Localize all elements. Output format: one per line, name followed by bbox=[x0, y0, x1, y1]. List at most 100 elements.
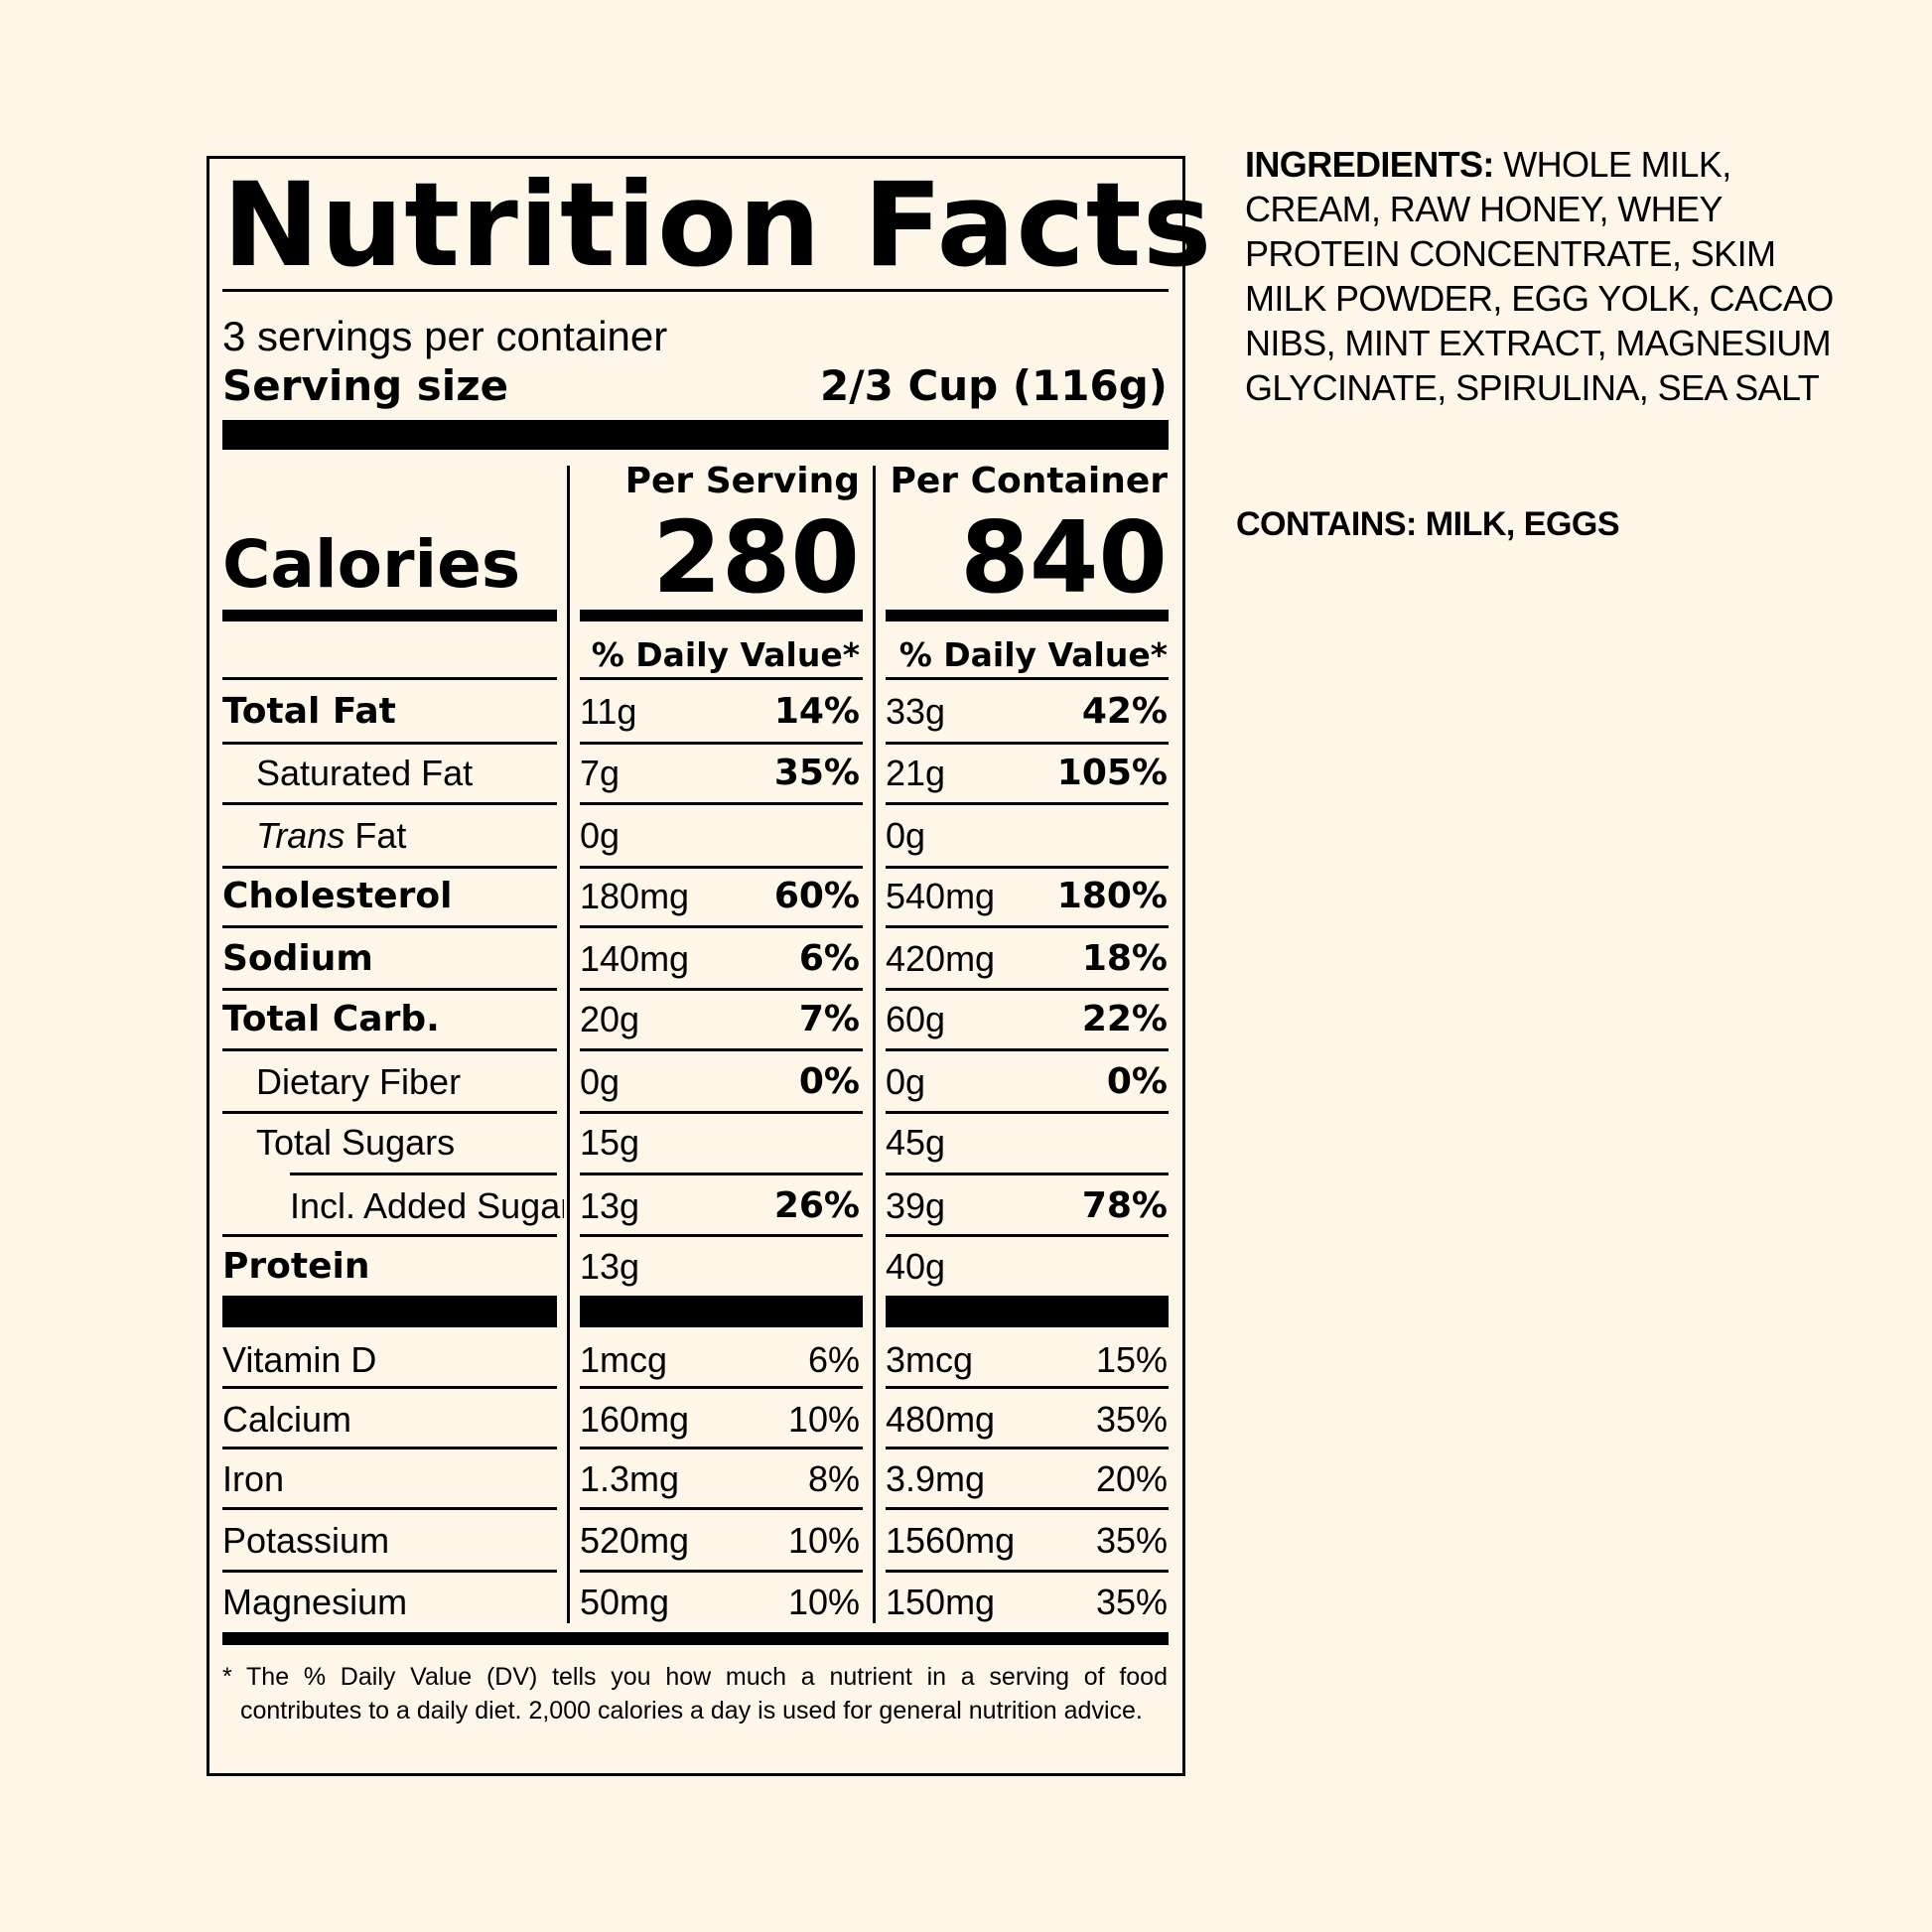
serving-dv: 26% bbox=[773, 1185, 860, 1226]
serving-amount: 140mg bbox=[580, 938, 690, 979]
allergen-contains: CONTAINS: MILK, EGGS bbox=[1236, 505, 1620, 543]
serving-amount: 520mg bbox=[580, 1520, 690, 1561]
vitamin-name: Magnesium bbox=[222, 1582, 408, 1622]
thick-divider-protein-2 bbox=[580, 1296, 863, 1327]
container-amount: 3mcg bbox=[886, 1339, 974, 1380]
vitamin-row-iron: Iron 1.3mg 8% 3.9mg 20% bbox=[0, 1449, 1932, 1510]
nutrient-row-added-sugars: Incl. Added Sugars 13g 26% 39g 78% bbox=[0, 1175, 1932, 1237]
nutrient-name: Trans Fat bbox=[256, 805, 406, 867]
vitamin-name: Calcium bbox=[222, 1399, 352, 1440]
serving-size-label: Serving size bbox=[222, 361, 509, 410]
thick-divider-top bbox=[222, 420, 1169, 450]
vitamin-name: Iron bbox=[222, 1458, 285, 1499]
row-rule bbox=[580, 802, 863, 805]
row-rule bbox=[886, 1234, 1169, 1237]
container-amount: 480mg bbox=[886, 1399, 996, 1440]
ingredients-list: INGREDIENTS: WHOLE MILK, CREAM, RAW HONE… bbox=[1245, 142, 1861, 410]
row-rule bbox=[886, 1173, 1169, 1175]
container-dv: 42% bbox=[1081, 691, 1168, 732]
container-amount: 21g bbox=[886, 753, 946, 793]
thick-divider-protein-3 bbox=[886, 1296, 1169, 1327]
row-rule bbox=[580, 1386, 863, 1389]
per-serving-header: Per Serving bbox=[624, 461, 860, 501]
row-rule bbox=[580, 742, 863, 745]
row-rule bbox=[580, 1507, 863, 1510]
vitamin-row-potassium: Potassium 520mg 10% 1560mg 35% bbox=[0, 1510, 1932, 1572]
serving-dv: 8% bbox=[807, 1458, 860, 1499]
row-rule bbox=[886, 802, 1169, 805]
row-rule bbox=[222, 1111, 557, 1114]
serving-dv: 10% bbox=[787, 1399, 860, 1440]
container-dv: 35% bbox=[1095, 1582, 1168, 1622]
row-rule bbox=[222, 1386, 557, 1389]
calories-label: Calories bbox=[222, 526, 521, 603]
nutrient-row-dietary-fiber: Dietary Fiber 0g 0% 0g 0% bbox=[0, 1051, 1932, 1113]
calories-rule-2 bbox=[580, 610, 863, 621]
row-rule bbox=[886, 1570, 1169, 1573]
row-rule bbox=[580, 866, 863, 869]
row-rule bbox=[580, 1111, 863, 1114]
nutrient-name: Saturated Fat bbox=[256, 753, 474, 793]
vitamin-row-magnesium: Magnesium 50mg 10% 150mg 35% bbox=[0, 1572, 1932, 1633]
serving-amount: 11g bbox=[580, 691, 637, 732]
vitamin-name: Potassium bbox=[222, 1520, 390, 1561]
calories-per-serving: 280 bbox=[652, 499, 860, 616]
title-divider bbox=[222, 289, 1169, 292]
row-rule bbox=[222, 1447, 557, 1449]
serving-amount: 13g bbox=[580, 1246, 640, 1287]
ingredients-label: INGREDIENTS: bbox=[1245, 144, 1494, 185]
container-dv: 35% bbox=[1095, 1399, 1168, 1440]
serving-dv: 7% bbox=[798, 999, 860, 1039]
container-amount: 45g bbox=[886, 1122, 946, 1163]
row-rule bbox=[222, 1507, 557, 1510]
row-rule bbox=[886, 1507, 1169, 1510]
container-amount: 420mg bbox=[886, 938, 996, 979]
container-dv: 35% bbox=[1095, 1520, 1168, 1561]
row-rule bbox=[222, 1570, 557, 1573]
container-amount: 1560mg bbox=[886, 1520, 1016, 1561]
container-dv: 0% bbox=[1106, 1061, 1168, 1102]
column-divider-1 bbox=[567, 466, 570, 1623]
container-dv: 105% bbox=[1056, 753, 1168, 793]
row-rule bbox=[290, 1173, 557, 1175]
nutrition-facts-panel bbox=[207, 156, 1185, 1776]
row-rule bbox=[580, 1447, 863, 1449]
nutrient-name-rest: Fat bbox=[345, 815, 407, 856]
nutrient-row-sodium: Sodium 140mg 6% 420mg 18% bbox=[0, 928, 1932, 990]
container-amount: 33g bbox=[886, 691, 946, 732]
row-rule bbox=[222, 1234, 557, 1237]
row-rule bbox=[886, 988, 1169, 991]
serving-amount: 20g bbox=[580, 999, 640, 1039]
serving-amount: 13g bbox=[580, 1185, 640, 1226]
row-rule bbox=[222, 925, 557, 928]
nutrient-name: Sodium bbox=[222, 938, 373, 979]
nutrient-name: Dietary Fiber bbox=[256, 1061, 462, 1102]
row-rule bbox=[886, 1386, 1169, 1389]
daily-value-header-serving: % Daily Value* bbox=[591, 635, 860, 674]
thick-divider-protein-1 bbox=[222, 1296, 557, 1327]
nutrient-name: Total Sugars bbox=[256, 1122, 456, 1163]
servings-per-container: 3 servings per container bbox=[222, 313, 668, 359]
row-rule bbox=[886, 742, 1169, 745]
container-amount: 0g bbox=[886, 815, 926, 856]
nutrient-row-trans-fat: Trans Fat 0g 0g bbox=[0, 805, 1932, 867]
daily-value-footnote: * The % Daily Value (DV) tells you how m… bbox=[222, 1663, 1168, 1725]
ingredients-text: WHOLE MILK, CREAM, RAW HONEY, WHEY PROTE… bbox=[1245, 144, 1834, 408]
nutrition-facts-title: Nutrition Facts bbox=[222, 157, 1213, 293]
row-rule bbox=[886, 925, 1169, 928]
row-rule bbox=[886, 1111, 1169, 1114]
daily-value-header-container: % Daily Value* bbox=[898, 635, 1168, 674]
nutrient-row-total-fat: Total Fat 11g 14% 33g 42% bbox=[0, 681, 1932, 743]
row-rule bbox=[222, 988, 557, 991]
nutrient-row-protein: Protein 13g 40g bbox=[0, 1236, 1932, 1298]
serving-dv: 10% bbox=[787, 1582, 860, 1622]
row-rule bbox=[222, 742, 557, 745]
row-rule bbox=[886, 1048, 1169, 1051]
row-rule bbox=[580, 1234, 863, 1237]
nutrient-row-total-carb: Total Carb. 20g 7% 60g 22% bbox=[0, 989, 1932, 1050]
column-divider-2 bbox=[873, 466, 876, 1623]
container-amount: 540mg bbox=[886, 876, 996, 916]
vitamin-name: Vitamin D bbox=[222, 1339, 377, 1380]
serving-amount: 1mcg bbox=[580, 1339, 668, 1380]
serving-amount: 7g bbox=[580, 753, 621, 793]
